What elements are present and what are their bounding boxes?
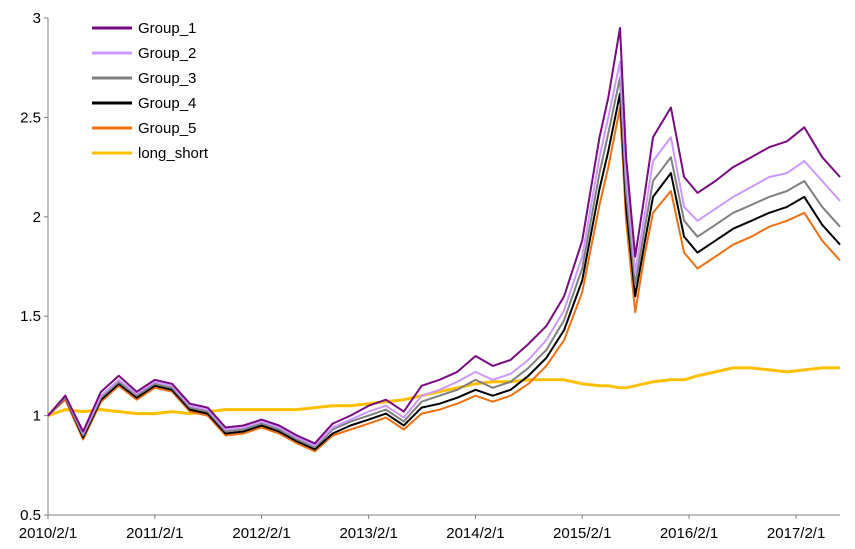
x-tick-label: 2014/2/1: [446, 525, 504, 542]
y-tick-label: 0.5: [20, 507, 41, 524]
legend: Group_1 Group_2 Group_3 Group_4 Group_5 long_…: [92, 20, 209, 162]
series-line-group-4: [47, 92, 841, 451]
y-tick-label: 3: [33, 10, 41, 27]
x-tick-label: 2016/2/1: [660, 525, 718, 542]
legend-label: long_short: [138, 145, 209, 162]
y-tick-labels: 0.5 1 1.5 2 2.5 3: [20, 10, 41, 524]
y-tick-label: 2: [33, 209, 41, 226]
series-line-long-short: [47, 366, 840, 418]
x-tick-label: 2010/2/1: [19, 525, 77, 542]
x-tick-label: 2011/2/1: [126, 525, 183, 542]
y-tick-label: 1: [33, 408, 41, 425]
legend-label: Group_3: [138, 70, 196, 87]
legend-label: Group_2: [138, 45, 196, 62]
series-line-group-1: [47, 26, 841, 445]
legend-label: Group_4: [138, 95, 196, 112]
series-lines: [47, 26, 841, 453]
series-line-group-5: [47, 106, 841, 453]
series-line-group-3: [47, 76, 841, 449]
x-tick-label: 2017/2/1: [767, 525, 825, 542]
legend-label: Group_1: [138, 20, 196, 37]
x-tick-label: 2013/2/1: [339, 525, 397, 542]
x-tick-labels: 2010/2/1 2011/2/1 2012/2/1 2013/2/1 2014/2/1…: [19, 525, 826, 542]
axes: [44, 17, 840, 519]
y-tick-label: 1.5: [20, 308, 41, 325]
x-tick-label: 2012/2/1: [232, 525, 290, 542]
series-line-group-2: [47, 60, 841, 447]
y-tick-label: 2.5: [20, 109, 41, 126]
x-tick-label: 2015/2/1: [553, 525, 611, 542]
legend-label: Group_5: [138, 120, 196, 137]
